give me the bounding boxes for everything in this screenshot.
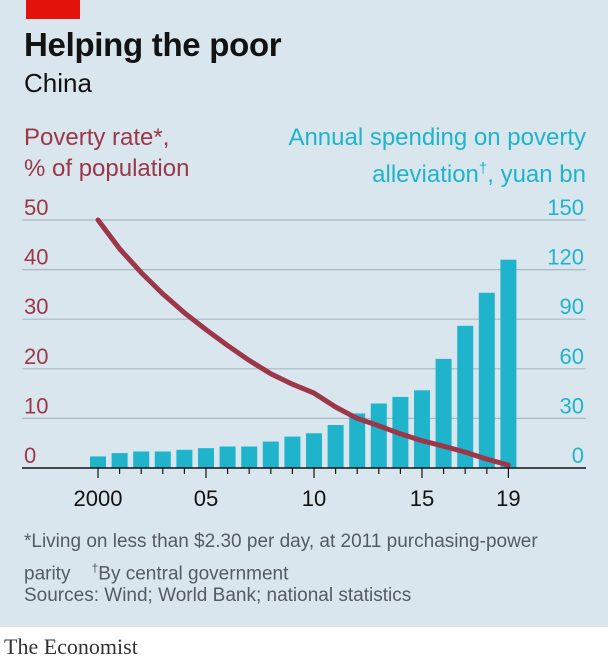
footnote-line2: parity †By central government xyxy=(24,555,538,587)
footnote-government: By central government xyxy=(98,563,289,585)
brand-tag xyxy=(26,0,80,19)
left-tick-label: 10 xyxy=(24,393,48,418)
spending-bar xyxy=(500,259,517,468)
poverty-line xyxy=(95,217,511,468)
spending-bar xyxy=(219,446,236,468)
spending-bar xyxy=(198,448,214,468)
spending-bar xyxy=(154,451,171,468)
spending-bar xyxy=(133,451,150,468)
sources-note: Sources: Wind; World Bank; national stat… xyxy=(24,585,412,606)
chart-subtitle: China xyxy=(24,68,92,98)
footnote-parity: parity xyxy=(24,563,71,585)
right-axis-label-suffix: , yuan bn xyxy=(487,161,586,188)
right-tick-label: 90 xyxy=(560,294,584,319)
spending-bar xyxy=(457,325,474,468)
spending-bar xyxy=(414,390,430,468)
spending-bar xyxy=(370,403,387,468)
right-axis-label: Annual spending on poverty alleviation†,… xyxy=(288,122,586,190)
right-tick-label: 0 xyxy=(572,443,584,468)
spending-bar xyxy=(241,446,258,468)
spending-bar xyxy=(327,425,344,468)
left-axis-label: Poverty rate*, % of population xyxy=(24,122,189,184)
right-tick-label: 150 xyxy=(547,195,584,220)
left-tick-label: 50 xyxy=(24,195,48,220)
spending-bar xyxy=(284,436,301,468)
right-axis-label-line2: alleviation†, yuan bn xyxy=(288,153,586,190)
spending-bars xyxy=(90,259,517,468)
right-axis-label-text: alleviation xyxy=(372,161,479,188)
spending-bar xyxy=(478,292,495,468)
x-tick-label: 05 xyxy=(194,486,218,511)
economist-logo: The Economist xyxy=(4,634,138,659)
spending-bar xyxy=(262,441,279,468)
x-axis xyxy=(22,467,586,478)
left-axis-label-line2: % of population xyxy=(24,155,190,182)
right-tick-label: 60 xyxy=(560,344,584,369)
x-tick-label: 2000 xyxy=(74,486,123,511)
right-axis-label-line1: Annual spending on poverty xyxy=(288,124,586,151)
right-tick-label: 30 xyxy=(560,393,584,418)
footnote: *Living on less than $2.30 per day, at 2… xyxy=(24,529,538,587)
left-tick-label: 30 xyxy=(24,294,48,319)
spending-bar xyxy=(306,433,322,468)
tick-labels: 50 150 40 120 30 90 20 60 10 30 0 0 2000 05 10 15 19 xyxy=(24,195,584,511)
spending-bar xyxy=(90,456,106,468)
left-tick-label: 40 xyxy=(24,245,48,270)
x-tick-label: 10 xyxy=(302,486,326,511)
footnote-dagger: † xyxy=(91,561,99,575)
left-tick-label: 0 xyxy=(24,443,36,468)
poverty-rate-line xyxy=(95,217,511,468)
left-tick-label: 20 xyxy=(24,344,48,369)
spending-bar xyxy=(349,413,366,468)
chart-title: Helping the poor xyxy=(24,26,282,63)
left-axis-label-line1: Poverty rate*, xyxy=(24,124,170,151)
spending-bar xyxy=(111,453,128,468)
footnote-line1: *Living on less than $2.30 per day, at 2… xyxy=(24,531,538,552)
right-tick-label: 120 xyxy=(547,245,584,270)
dagger-mark: † xyxy=(478,160,488,177)
spending-bar xyxy=(435,358,452,468)
chart-svg: 50 150 40 120 30 90 20 60 10 30 0 0 2000 05 10 15 19 xyxy=(22,195,586,511)
spending-bar xyxy=(176,449,193,468)
x-tick-label: 15 xyxy=(410,486,434,511)
x-tick-label: 19 xyxy=(496,486,520,511)
